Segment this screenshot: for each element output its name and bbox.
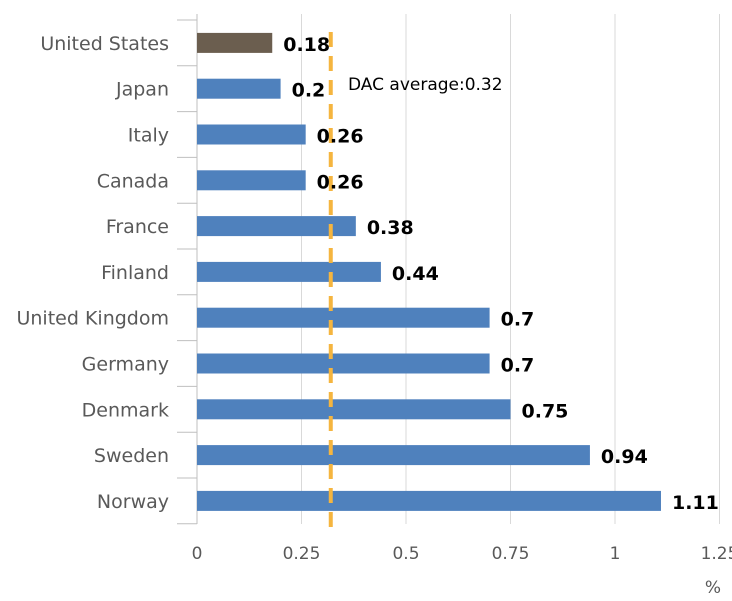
data-label: 0.18: [283, 34, 330, 56]
x-tick-label: 0.5: [392, 544, 419, 564]
data-label: 0.7: [501, 309, 535, 331]
reference-line-label: DAC average:0.32: [348, 75, 503, 95]
category-label: Denmark: [82, 399, 169, 421]
category-label: Sweden: [94, 445, 169, 467]
bar: [197, 124, 306, 145]
bar: [197, 32, 273, 53]
gridlines: [301, 14, 720, 524]
category-label: Canada: [97, 170, 169, 192]
y-axis: [177, 14, 198, 525]
x-tick-label: 1.25: [701, 544, 732, 564]
data-label: 0.26: [317, 126, 364, 148]
data-label: 0.26: [317, 171, 364, 193]
bar: [197, 307, 490, 328]
bar: [197, 78, 281, 99]
data-label: 0.75: [522, 400, 569, 422]
bar: [197, 261, 381, 282]
category-label: France: [106, 216, 169, 238]
category-label: United Kingdom: [16, 308, 169, 330]
data-label: 0.38: [367, 217, 414, 239]
x-tick-label: 0.75: [492, 544, 530, 564]
category-label: United States: [40, 33, 169, 55]
data-label: 0.7: [501, 355, 535, 377]
data-label: 0.94: [601, 446, 648, 468]
category-label: Finland: [101, 262, 169, 284]
category-label: Norway: [97, 491, 169, 513]
bar: [197, 399, 511, 420]
category-label: Japan: [115, 79, 169, 101]
category-label: Germany: [82, 354, 169, 376]
x-tick-label: 0: [192, 544, 203, 564]
data-label: 1.11: [672, 492, 719, 514]
data-label: 0.44: [392, 263, 439, 285]
category-label: Italy: [128, 125, 169, 147]
x-axis-unit-label: %: [705, 578, 721, 598]
bar: [197, 170, 306, 191]
data-label: 0.2: [292, 80, 326, 102]
labels: 0 0.25 0.5 0.75 1 1.25 United States 0.18 Japan 0…: [16, 33, 732, 564]
x-tick-label: 1: [610, 544, 621, 564]
bar: [197, 490, 661, 511]
bar: [197, 216, 356, 237]
bars: [197, 32, 661, 511]
bar: [197, 445, 590, 466]
bar: [197, 353, 490, 374]
x-tick-label: 0.25: [283, 544, 321, 564]
